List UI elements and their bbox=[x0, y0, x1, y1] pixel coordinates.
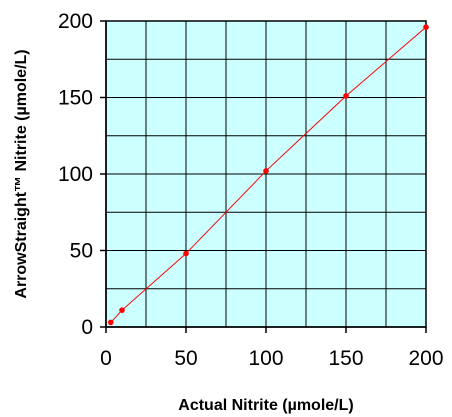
data-point bbox=[343, 93, 349, 99]
data-point bbox=[423, 24, 429, 30]
data-point bbox=[183, 250, 189, 257]
x-tick-label: 50 bbox=[174, 347, 197, 370]
x-tick-labels: 0 50 100 150 200 bbox=[100, 347, 443, 370]
y-tick-label: 100 bbox=[58, 163, 93, 186]
x-tick-label: 0 bbox=[100, 347, 112, 370]
x-axis-title: Actual Nitrite (µmole/L) bbox=[178, 397, 353, 414]
data-point bbox=[119, 307, 125, 313]
axes bbox=[100, 20, 427, 333]
y-tick-label: 200 bbox=[58, 10, 93, 33]
data-point bbox=[263, 168, 269, 174]
y-tick-label: 0 bbox=[81, 316, 93, 339]
grid-lines bbox=[106, 21, 426, 327]
data-point bbox=[108, 319, 114, 326]
data-series bbox=[108, 24, 429, 326]
y-axis-title: ArrowStraight™ Nitrite (µmole/L) bbox=[13, 49, 30, 298]
y-tick-labels: 0 50 100 150 200 bbox=[58, 10, 93, 339]
x-tick-label: 200 bbox=[408, 347, 443, 370]
x-tick-label: 150 bbox=[328, 347, 363, 370]
y-tick-label: 50 bbox=[70, 240, 93, 263]
x-tick-label: 100 bbox=[248, 347, 283, 370]
y-tick-label: 150 bbox=[58, 87, 93, 110]
